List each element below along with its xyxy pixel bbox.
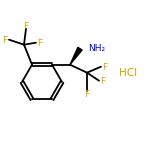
Text: F: F: [100, 77, 105, 86]
Text: F: F: [85, 90, 90, 99]
Polygon shape: [70, 47, 82, 65]
Text: F: F: [37, 39, 43, 48]
Text: F: F: [102, 63, 108, 72]
Text: HCl: HCl: [119, 68, 137, 78]
Text: NH₂: NH₂: [88, 44, 105, 53]
Text: F: F: [2, 36, 8, 45]
Text: F: F: [23, 22, 29, 31]
